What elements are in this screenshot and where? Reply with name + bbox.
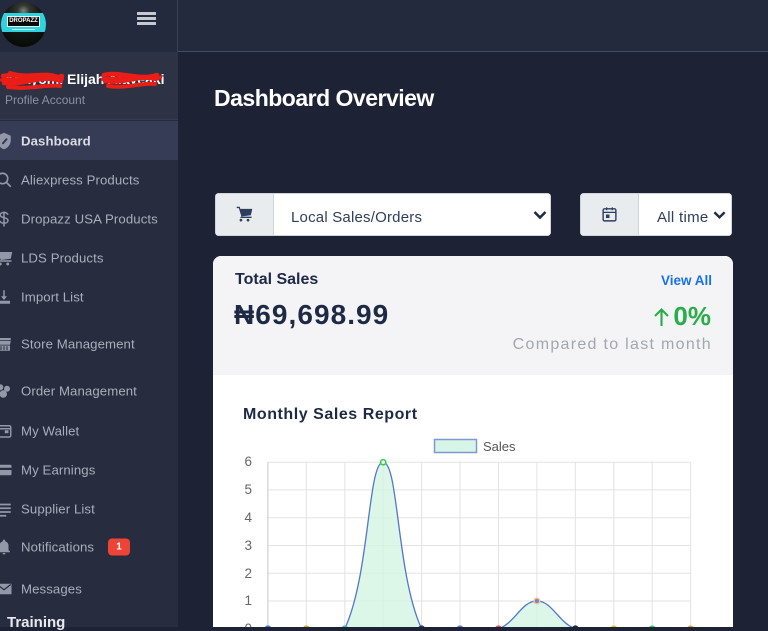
- svg-text:3: 3: [244, 538, 252, 553]
- svg-text:0: 0: [244, 621, 252, 627]
- svg-text:2: 2: [244, 566, 252, 581]
- svg-text:1: 1: [244, 593, 252, 608]
- svg-text:6: 6: [244, 454, 252, 469]
- svg-text:Sales: Sales: [483, 439, 516, 454]
- svg-text:4: 4: [244, 510, 252, 525]
- svg-text:5: 5: [244, 482, 252, 497]
